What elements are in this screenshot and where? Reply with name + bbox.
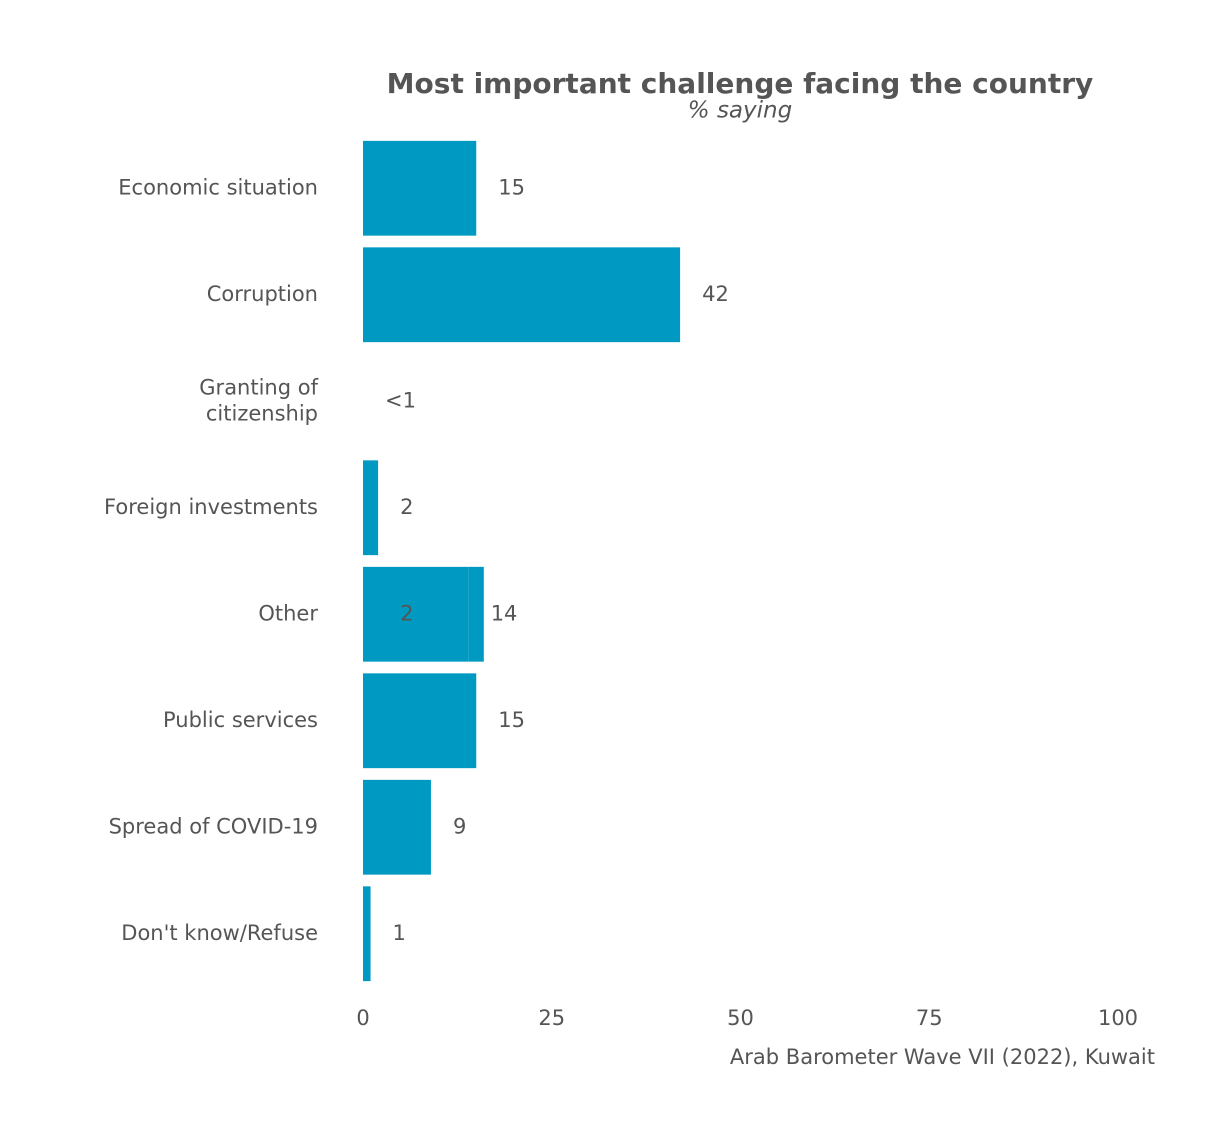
chart-subtitle: % saying [688, 98, 792, 124]
bar [363, 460, 379, 556]
y-tick-label: Spread of COVID-19 [109, 814, 318, 838]
value-label: 2 [400, 495, 413, 519]
y-tick-label: Other [258, 601, 318, 625]
value-label: 14 [491, 601, 518, 625]
value-label: 2 [400, 601, 413, 625]
chart-title: Most important challenge facing the coun… [387, 67, 1094, 100]
y-tick-label: Don't know/Refuse [121, 921, 318, 945]
value-label: 15 [498, 708, 525, 732]
x-tick-label: 50 [727, 1006, 754, 1030]
y-tick-label: Public services [163, 708, 318, 732]
x-tick-label: 25 [538, 1006, 565, 1030]
bar [363, 886, 371, 982]
bar [363, 566, 469, 662]
y-tick-label: Foreign investments [104, 495, 318, 519]
bar [363, 140, 477, 236]
value-label: 1 [393, 921, 406, 945]
x-tick-label: 0 [356, 1006, 369, 1030]
y-tick-label: Economic situation [118, 175, 318, 199]
value-label: 9 [453, 814, 466, 838]
bar [363, 673, 477, 769]
value-label: 42 [702, 282, 729, 306]
y-tick-label: Granting of citizenship [199, 375, 318, 425]
value-label: 15 [498, 175, 525, 199]
bar [468, 566, 484, 662]
x-tick-label: 100 [1098, 1006, 1138, 1030]
bar [363, 779, 431, 875]
x-tick-label: 75 [916, 1006, 943, 1030]
source: Arab Barometer Wave VII (2022), Kuwait [730, 1045, 1155, 1069]
y-tick-label: Corruption [207, 282, 318, 306]
bar [363, 247, 681, 343]
value-label: <1 [385, 388, 416, 412]
